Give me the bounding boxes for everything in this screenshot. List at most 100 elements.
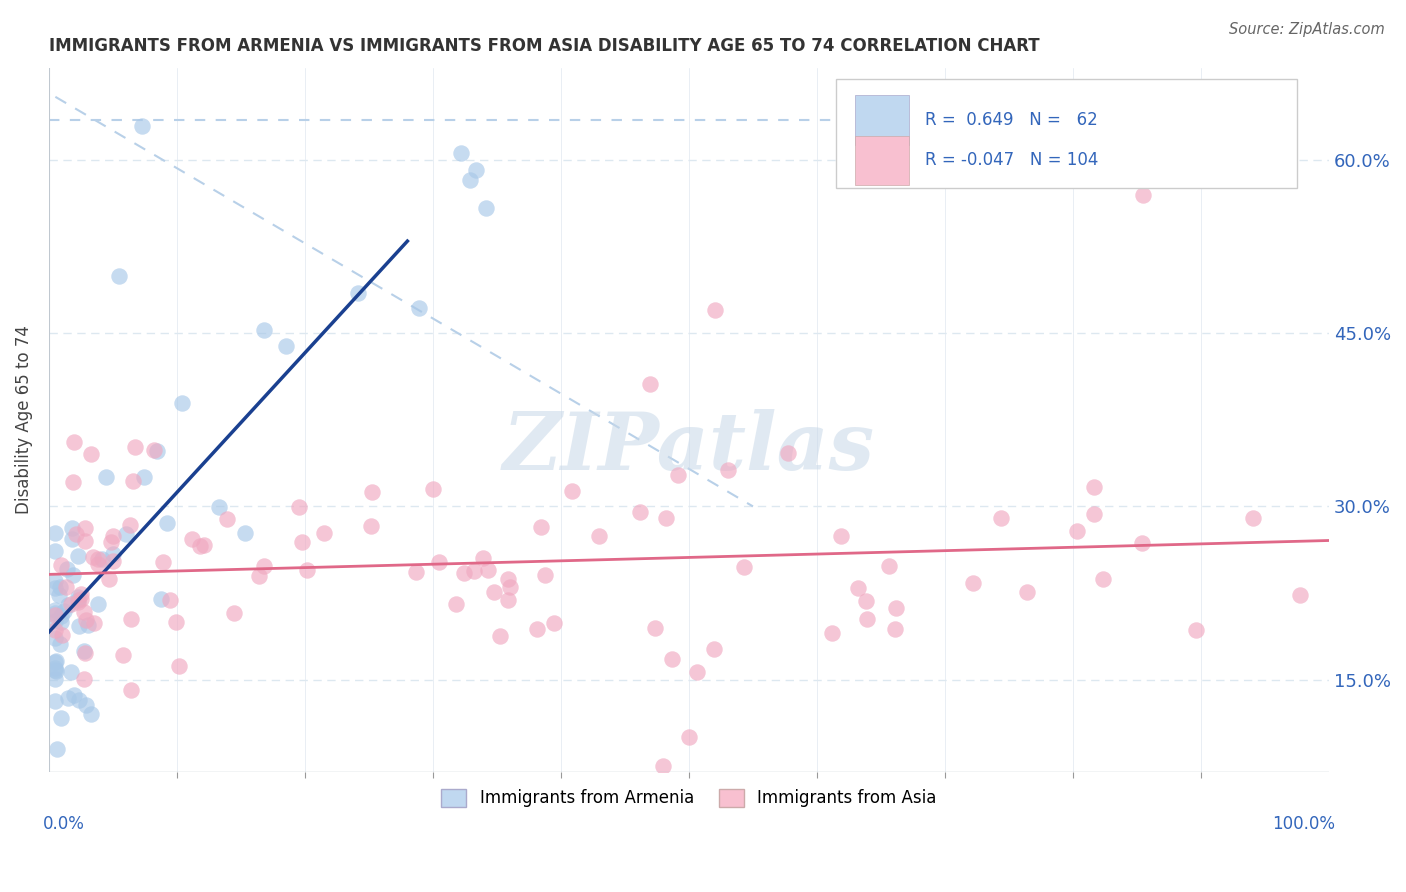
Point	[44, 661, 66, 675]
Point	[1066, 524, 1088, 538]
Point	[69, 592, 91, 607]
Point	[67, 619, 90, 633]
Point	[73, 644, 96, 658]
Point	[44, 624, 66, 638]
Point	[77, 618, 100, 632]
Point	[253, 323, 276, 337]
Point	[56, 691, 79, 706]
Y-axis label: Disability Age 65 to 74: Disability Age 65 to 74	[15, 326, 32, 515]
Point	[62, 567, 84, 582]
FancyBboxPatch shape	[837, 78, 1296, 187]
Point	[165, 615, 187, 629]
Point	[247, 568, 270, 582]
Point	[666, 468, 689, 483]
Point	[405, 565, 427, 579]
Point	[51, 627, 73, 641]
Point	[661, 651, 683, 665]
Point	[1289, 588, 1312, 602]
Point	[678, 730, 700, 744]
Point	[444, 597, 467, 611]
Point	[44, 664, 66, 678]
Point	[233, 526, 256, 541]
Point	[846, 581, 869, 595]
Point	[498, 580, 520, 594]
Point	[45, 654, 67, 668]
Legend: Immigrants from Armenia, Immigrants from Asia: Immigrants from Armenia, Immigrants from…	[434, 782, 943, 814]
Point	[143, 442, 166, 457]
Point	[215, 512, 238, 526]
Point	[67, 693, 90, 707]
Text: R = -0.047   N = 104: R = -0.047 N = 104	[925, 152, 1098, 169]
Point	[465, 163, 488, 178]
Point	[44, 694, 66, 708]
Point	[471, 550, 494, 565]
Point	[526, 622, 548, 636]
Point	[408, 301, 430, 315]
Point	[450, 146, 472, 161]
Point	[703, 303, 725, 318]
Point	[477, 564, 499, 578]
Point	[75, 613, 97, 627]
Point	[496, 592, 519, 607]
Point	[830, 528, 852, 542]
Point	[152, 555, 174, 569]
Point	[167, 658, 190, 673]
Point	[1130, 535, 1153, 549]
Point	[427, 555, 450, 569]
Point	[855, 594, 877, 608]
Point	[1083, 507, 1105, 521]
Point	[63, 434, 86, 449]
Point	[628, 505, 651, 519]
Point	[208, 500, 231, 514]
Point	[114, 526, 136, 541]
Point	[530, 519, 553, 533]
Point	[638, 377, 661, 392]
Point	[44, 672, 66, 686]
Point	[86, 557, 108, 571]
Text: ZIPatlas: ZIPatlas	[503, 409, 875, 487]
Point	[188, 539, 211, 553]
Point	[291, 535, 314, 549]
Point	[67, 590, 90, 604]
Point	[297, 563, 319, 577]
Point	[962, 576, 984, 591]
Point	[58, 598, 80, 612]
Point	[361, 485, 384, 500]
Point	[1132, 187, 1154, 202]
Text: Source: ZipAtlas.com: Source: ZipAtlas.com	[1229, 22, 1385, 37]
Point	[44, 574, 66, 588]
Point	[87, 597, 110, 611]
Text: 0.0%: 0.0%	[42, 815, 84, 833]
Point	[62, 475, 84, 490]
Point	[44, 606, 66, 620]
Point	[716, 463, 738, 477]
Point	[489, 629, 512, 643]
Point	[44, 655, 66, 669]
Point	[121, 612, 143, 626]
Point	[94, 470, 117, 484]
Point	[49, 609, 72, 624]
Text: 100.0%: 100.0%	[1272, 815, 1336, 833]
Point	[150, 592, 173, 607]
Point	[463, 564, 485, 578]
Point	[80, 447, 103, 461]
Point	[44, 525, 66, 540]
Point	[482, 585, 505, 599]
Point	[73, 605, 96, 619]
Point	[778, 445, 800, 459]
Point	[73, 521, 96, 535]
Point	[80, 707, 103, 722]
Point	[56, 562, 79, 576]
Point	[1185, 624, 1208, 638]
Point	[146, 444, 169, 458]
Point	[170, 395, 193, 409]
Point	[458, 173, 481, 187]
Point	[453, 566, 475, 580]
Point	[108, 268, 131, 283]
Point	[75, 646, 97, 660]
Point	[52, 604, 75, 618]
Text: R =  0.649   N =   62: R = 0.649 N = 62	[925, 111, 1097, 129]
Point	[45, 741, 67, 756]
Point	[66, 593, 89, 607]
Point	[60, 597, 83, 611]
